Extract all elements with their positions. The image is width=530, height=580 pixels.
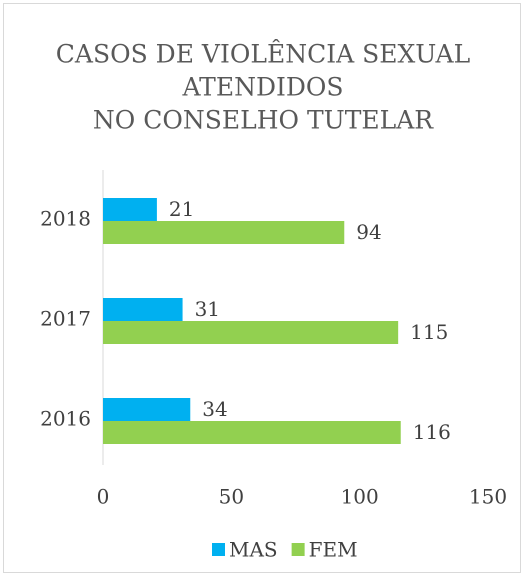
chart-title: CASOS DE VIOLÊNCIA SEXUAL xyxy=(56,40,470,69)
data-label: 21 xyxy=(169,197,194,221)
data-label: 34 xyxy=(202,397,227,421)
bar xyxy=(103,221,345,244)
x-tick-label: 0 xyxy=(97,485,110,509)
data-label: 115 xyxy=(410,320,448,344)
bar xyxy=(103,198,157,221)
data-label: 94 xyxy=(356,220,381,244)
chart-title: NO CONSELHO TUTELAR xyxy=(93,106,434,135)
y-tick-label: 2018 xyxy=(40,207,91,231)
chart-title: ATENDIDOS xyxy=(181,73,343,102)
data-label: 116 xyxy=(413,420,451,444)
x-tick-label: 150 xyxy=(469,485,507,509)
bar xyxy=(103,421,401,444)
x-tick-label: 50 xyxy=(219,485,244,509)
legend-label: FEM xyxy=(309,538,358,562)
bar xyxy=(103,321,399,344)
y-tick-label: 2017 xyxy=(40,307,91,331)
bar xyxy=(103,398,191,421)
legend-swatch xyxy=(212,543,225,556)
legend-label: MAS xyxy=(229,538,278,562)
y-tick-label: 2016 xyxy=(40,407,91,431)
bar xyxy=(103,298,183,321)
data-label: 31 xyxy=(195,297,220,321)
x-tick-label: 100 xyxy=(341,485,379,509)
chart-frame xyxy=(3,3,521,573)
legend-swatch xyxy=(291,543,305,556)
